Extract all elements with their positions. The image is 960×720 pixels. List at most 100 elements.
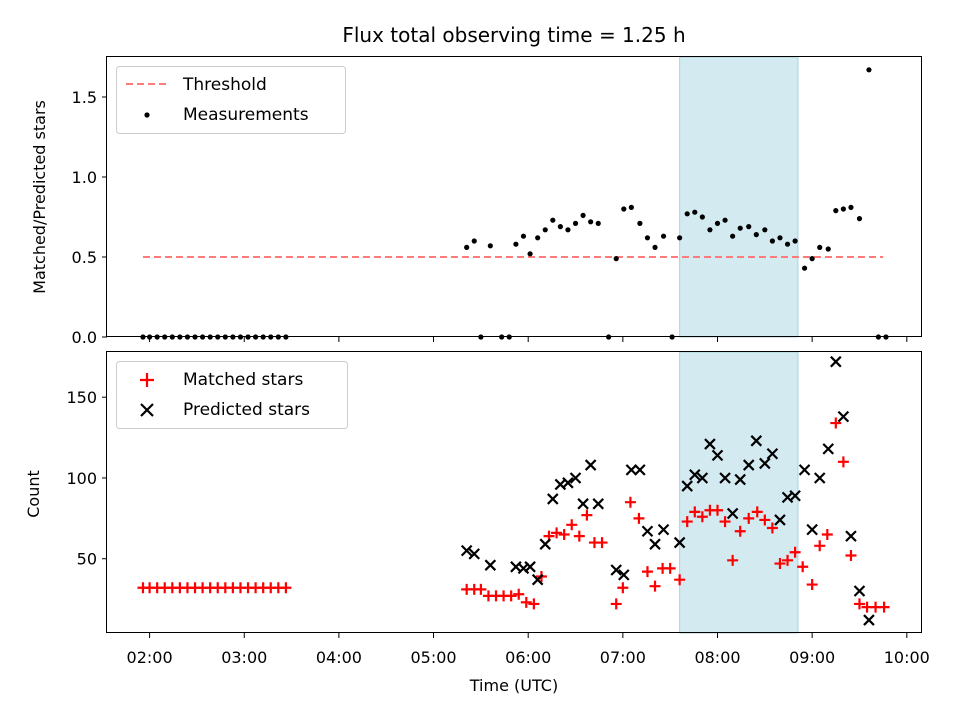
matched-star-point xyxy=(845,549,857,561)
matched-star-point xyxy=(280,582,292,594)
predicted-star-point xyxy=(673,536,686,549)
predicted-star-point xyxy=(689,468,701,481)
matched-star-point xyxy=(681,516,693,528)
measurement-point xyxy=(513,241,519,247)
matched-star-point xyxy=(674,574,686,586)
matched-star-point xyxy=(830,417,842,429)
matched-star-point xyxy=(821,528,833,540)
measurement-point xyxy=(652,244,658,250)
bottom-x-ticks: 02:00 03:00 04:00 05:00 06:00 07:00 08:00 09:00… xyxy=(127,633,930,667)
matched-star-point xyxy=(505,590,517,602)
predicted-star-point xyxy=(798,464,811,476)
matched-star-point xyxy=(734,525,746,537)
top-y-axis-label: Matched/Predicted stars xyxy=(30,100,49,294)
bottom-shaded-span xyxy=(679,351,799,634)
matched-star-point xyxy=(759,514,771,526)
matched-star-point xyxy=(520,596,532,608)
legend-predicted-label: Predicted stars xyxy=(183,400,310,420)
matched-star-point xyxy=(853,598,865,610)
measurement-point xyxy=(848,204,854,210)
bottom-legend-box xyxy=(116,361,348,429)
measurement-point xyxy=(856,216,863,222)
measurement-point xyxy=(613,256,619,262)
measurement-point xyxy=(572,220,579,226)
bottom-y-axis-label: Count xyxy=(24,470,43,518)
top-x-ticks xyxy=(149,337,908,342)
measurement-point xyxy=(471,238,477,244)
y-tick-label: 1.0 xyxy=(72,168,97,187)
matched-star-point xyxy=(727,554,739,566)
measurement-point xyxy=(792,238,798,244)
measurement-point xyxy=(677,235,683,241)
measurement-point xyxy=(542,227,548,233)
top-legend-box xyxy=(116,66,346,134)
matched-star-point xyxy=(581,509,593,521)
matched-star-point xyxy=(596,537,608,549)
x-tick-label: 06:00 xyxy=(505,648,551,667)
matched-star-point xyxy=(475,583,487,595)
predicted-star-point xyxy=(468,548,481,560)
measurement-point xyxy=(777,235,783,241)
measurement-point xyxy=(801,265,808,271)
measurement-point xyxy=(487,243,493,249)
measurement-point xyxy=(769,238,775,244)
predicted-star-point xyxy=(774,514,786,526)
measurement-point xyxy=(684,211,690,217)
measurement-point xyxy=(621,206,627,212)
legend-threshold-label: Threshold xyxy=(182,75,267,95)
measurement-point xyxy=(557,224,563,230)
matched-star-point xyxy=(617,582,629,594)
predicted-star-point xyxy=(734,473,746,486)
bottom-y-ticks: 50 100 150 xyxy=(66,388,107,569)
matched-star-point xyxy=(624,496,636,508)
matched-star-point xyxy=(814,540,826,552)
predicted-star-point xyxy=(806,523,818,536)
predicted-star-point xyxy=(531,573,544,586)
measurement-point xyxy=(840,206,846,212)
measurement-point xyxy=(595,220,601,226)
matched-star-point xyxy=(664,562,676,574)
matched-star-point xyxy=(573,530,585,542)
y-tick-label: 100 xyxy=(66,469,97,488)
predicted-star-point xyxy=(460,544,473,557)
matched-star-point xyxy=(782,554,794,566)
predicted-star-point xyxy=(750,435,763,447)
measurement-point xyxy=(628,204,634,210)
measurement-point xyxy=(825,246,831,252)
legend-matched-label: Matched stars xyxy=(183,370,303,390)
predicted-star-point xyxy=(863,614,875,626)
predicted-star-point xyxy=(822,443,835,455)
predicted-star-point xyxy=(657,523,670,536)
measurement-point xyxy=(580,212,586,218)
legend-measurements-swatch xyxy=(144,112,150,118)
x-tick-label: 04:00 xyxy=(316,648,362,667)
measurement-point xyxy=(565,227,571,233)
y-tick-label: 150 xyxy=(66,388,97,407)
measurement-point xyxy=(644,235,651,241)
measurement-point xyxy=(520,233,527,239)
predicted-star-point xyxy=(830,355,842,368)
measurement-point xyxy=(762,227,768,233)
predicted-star-point xyxy=(569,472,582,484)
chart-title: Flux total observing time = 1.25 h xyxy=(342,23,685,47)
matched-star-point xyxy=(551,527,563,539)
matched-star-point xyxy=(641,566,653,578)
top-panel: 0.0 0.5 1.0 1.5 Flux total observing time =… xyxy=(30,23,922,347)
matched-star-point xyxy=(649,580,661,592)
predicted-star-point xyxy=(524,561,536,573)
x-tick-label: 07:00 xyxy=(600,648,646,667)
predicted-star-point xyxy=(592,498,605,510)
matched-star-point xyxy=(712,504,723,516)
bottom-matched-points xyxy=(137,417,890,613)
y-tick-label: 0.5 xyxy=(72,248,97,267)
matched-star-point xyxy=(878,601,890,613)
measurement-point xyxy=(817,244,823,250)
bottom-axes-frame xyxy=(106,351,922,633)
measurement-point xyxy=(714,220,721,226)
predicted-star-point xyxy=(853,585,866,597)
matched-star-point xyxy=(751,506,763,518)
measurement-point xyxy=(660,233,667,239)
x-tick-label: 05:00 xyxy=(410,648,456,667)
